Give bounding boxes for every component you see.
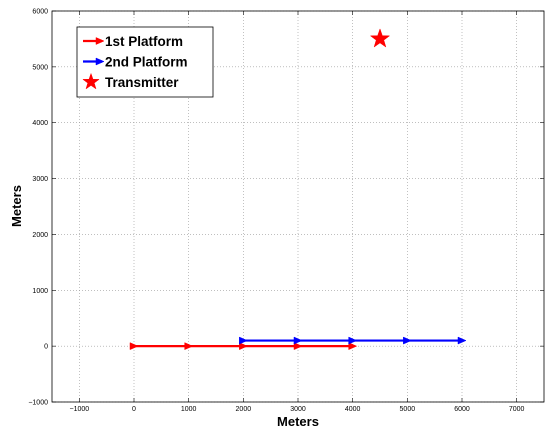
y-tick-label: 1000 [32, 288, 48, 295]
series-1 [239, 336, 467, 345]
y-tick-label: 5000 [32, 64, 48, 71]
x-tick-label: −1000 [69, 406, 89, 413]
y-tick-label: 6000 [32, 9, 48, 16]
x-tick-label: 0 [132, 406, 136, 413]
series-0-point [184, 342, 194, 351]
series-1-point [293, 336, 303, 345]
x-axis-title: Meters [277, 414, 319, 429]
series-2-point [369, 28, 391, 48]
series-2 [369, 28, 391, 48]
y-axis-title: Meters [9, 185, 24, 227]
series-0-point [129, 342, 139, 351]
legend-marker [95, 37, 105, 45]
series-1-point [348, 336, 358, 345]
series-0-point [239, 342, 248, 351]
series-1-point [239, 336, 248, 345]
series-0 [129, 342, 358, 351]
x-tick-label: 3000 [290, 406, 306, 413]
axis-ticks: −1000 0 1000 2000 3000 4000 5000 6000 7000 −1000 0… [28, 9, 544, 413]
legend-label: 2nd Platform [105, 55, 188, 70]
x-tick-label: 2000 [236, 406, 252, 413]
y-tick-label: 0 [44, 344, 48, 351]
series-0-point [293, 342, 303, 351]
legend: 1st Platform 2nd Platform Transmitter [76, 26, 214, 98]
series-1-point [457, 336, 467, 345]
series-1-point [403, 336, 412, 345]
series-0-point [348, 342, 358, 351]
y-tick-label: −1000 [28, 400, 48, 407]
legend-entry-0: 1st Platform [83, 34, 183, 49]
x-tick-label: 6000 [454, 406, 470, 413]
legend-label: 1st Platform [105, 34, 183, 49]
x-tick-label: 5000 [400, 406, 416, 413]
legend-marker [95, 57, 105, 66]
y-tick-label: 3000 [32, 176, 48, 183]
legend-marker [82, 72, 100, 90]
y-tick-label: 2000 [32, 232, 48, 239]
x-tick-label: 7000 [509, 406, 525, 413]
x-tick-label: 1000 [181, 406, 197, 413]
legend-label: Transmitter [105, 75, 179, 90]
y-tick-label: 4000 [32, 120, 48, 127]
x-tick-label: 4000 [345, 406, 361, 413]
series-layer [129, 28, 467, 351]
legend-entry-1: 2nd Platform [83, 55, 188, 70]
legend-entry-2: Transmitter [82, 72, 179, 90]
